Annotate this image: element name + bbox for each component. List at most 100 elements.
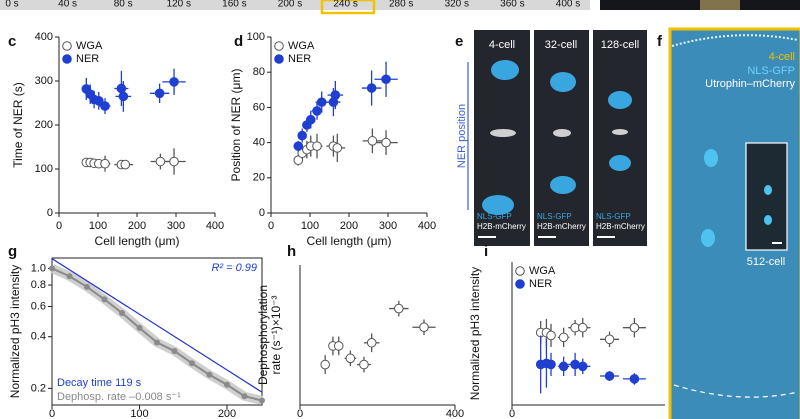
point <box>577 361 588 372</box>
time-strip <box>0 0 590 10</box>
point <box>171 348 178 355</box>
point <box>312 141 322 151</box>
y-tick-label: 300 <box>35 75 53 87</box>
stage-label: 32-cell <box>545 39 577 51</box>
x-tick-label: 300 <box>167 220 185 232</box>
x-tick-label: 100 <box>89 220 107 232</box>
scale-bar <box>538 236 556 238</box>
point <box>84 283 90 290</box>
highlight-box <box>320 0 376 15</box>
point <box>120 159 131 170</box>
y-tick-label: 80 <box>253 66 265 78</box>
panel-letter: c <box>8 33 16 50</box>
point <box>629 322 640 333</box>
x-tick-label: 300 <box>379 220 397 232</box>
point <box>394 303 404 314</box>
point <box>320 359 330 370</box>
inset <box>745 142 788 251</box>
point <box>101 296 108 303</box>
legend-marker <box>274 41 284 51</box>
point <box>546 359 556 370</box>
y-tick-label: 200 <box>35 119 53 131</box>
x-tick-label: 0 <box>509 408 515 419</box>
legend-label: NER <box>288 53 311 65</box>
stage-label: 4-cell <box>489 39 515 51</box>
point <box>629 374 640 384</box>
y-tick-label: 0.4 <box>31 331 46 343</box>
point <box>100 101 110 111</box>
y-axis-label: Normalized pH3 intensity <box>8 265 22 398</box>
y-tick-label: 0 <box>259 207 265 219</box>
y-axis-label: Dephosphorylation <box>256 285 270 385</box>
time-label: 160 s <box>222 0 246 10</box>
x-tick-label: 200 <box>128 220 146 232</box>
point <box>118 91 129 102</box>
scale-bar <box>478 236 496 238</box>
annotation: Decay time 119 s <box>57 377 142 389</box>
point <box>381 74 391 85</box>
cell-edge <box>671 34 799 47</box>
y-tick-label: 1.0 <box>31 262 46 274</box>
y-axis-label: Position of NER (μm) <box>229 69 243 182</box>
y-axis-label: Time of NER (s) <box>11 82 25 168</box>
point <box>155 156 166 167</box>
x-tick-label: 100 <box>301 220 319 232</box>
stage-label: 128-cell <box>601 39 640 51</box>
legend-label: WGA <box>529 265 556 277</box>
channel-label: NLS-GFP <box>477 212 512 221</box>
time-label: 200 s <box>278 0 302 10</box>
point <box>241 393 248 400</box>
image-strip-band <box>700 0 740 10</box>
time-label: 320 s <box>445 0 469 10</box>
y-tick-label: 0.2 <box>31 382 46 394</box>
nucleus <box>550 72 576 92</box>
nucleus <box>764 185 772 195</box>
point <box>224 381 230 388</box>
legend-marker <box>274 54 284 64</box>
legend-label: NER <box>76 53 99 65</box>
plot-frame <box>51 257 263 406</box>
channel-label: NLS-GFP <box>537 212 572 221</box>
point <box>189 360 195 367</box>
x-tick-label: 400 <box>418 220 436 232</box>
panel-letter: g <box>8 243 17 260</box>
point <box>259 397 265 404</box>
time-label: 280 s <box>389 0 413 10</box>
nucleus <box>550 176 576 194</box>
point <box>293 141 304 151</box>
side-label: NER position <box>456 104 468 168</box>
panel-letter: d <box>234 33 243 50</box>
point <box>136 324 143 331</box>
annotation: Dephosp. rate –0.008 s⁻¹ <box>57 391 181 403</box>
channel-label: H2B-mCherry <box>537 222 586 231</box>
chart: c 0 100 200 300 400 0 100 200 300 400 Cell length (… <box>8 31 224 248</box>
y-tick-label: 40 <box>253 137 265 149</box>
nucleus <box>608 91 632 109</box>
nucleus <box>482 195 514 215</box>
panel-letter: e <box>455 33 463 50</box>
point <box>297 130 308 141</box>
y-tick-label: 100 <box>247 31 265 43</box>
point <box>604 334 615 345</box>
point <box>169 156 179 167</box>
point <box>366 83 377 93</box>
inset-label: 512-cell <box>747 256 786 268</box>
x-axis-label: Cell length (μm) <box>95 234 180 248</box>
image-label: NLS-GFP <box>747 65 795 77</box>
x-tick-label: 200 <box>218 408 236 419</box>
panel-letter: f <box>657 33 663 50</box>
point <box>367 136 378 146</box>
y-axis-label: Normalized pH3 intensity <box>468 267 482 400</box>
point <box>333 341 344 351</box>
image <box>534 30 589 246</box>
x-axis-label: Cell length (μm) <box>307 234 392 248</box>
nucleus <box>704 149 718 167</box>
y-tick-label: 100 <box>35 163 53 175</box>
chromatin <box>490 129 516 137</box>
scale-bar <box>772 242 782 244</box>
panel-f: f 512-cell 4-cell NLS-GFP Utrophin–mCher… <box>657 27 800 419</box>
legend-label: NER <box>529 278 552 290</box>
panel-e: e NER position 4-cell 32-cell 128-cell N… <box>455 30 647 246</box>
